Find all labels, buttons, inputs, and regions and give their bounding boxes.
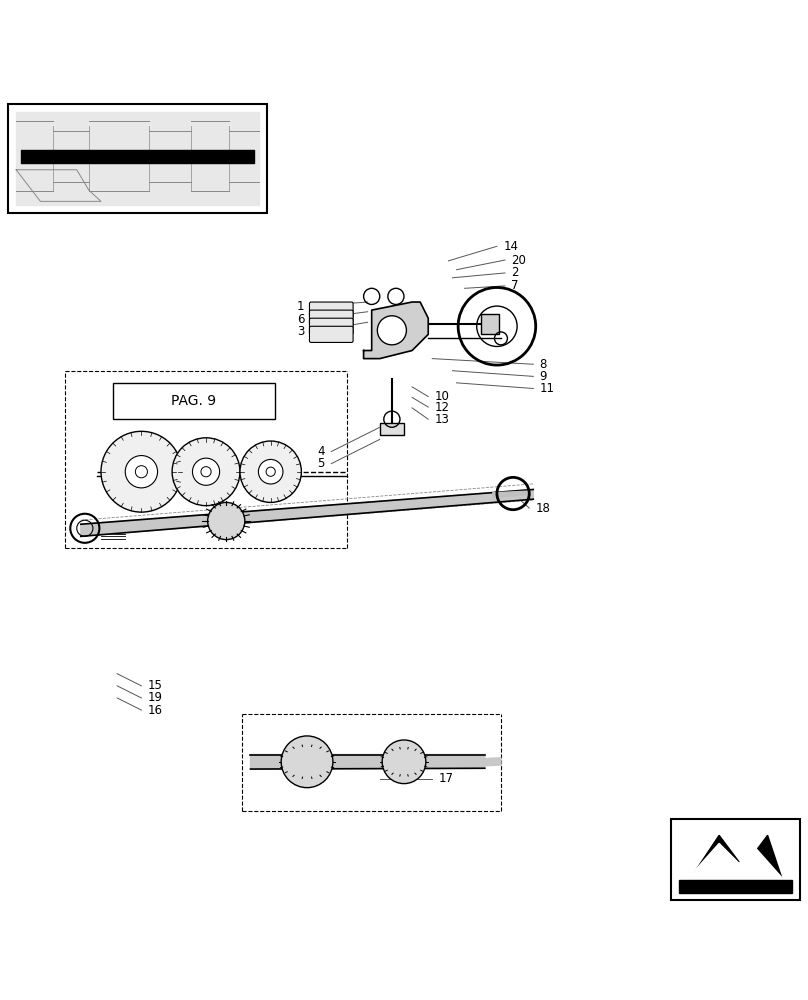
Circle shape bbox=[240, 441, 301, 502]
Circle shape bbox=[125, 456, 158, 488]
Circle shape bbox=[281, 736, 333, 788]
Bar bbox=[113, 383, 275, 419]
Text: 18: 18 bbox=[536, 502, 550, 515]
Text: 8: 8 bbox=[540, 358, 547, 371]
Polygon shape bbox=[250, 755, 485, 769]
Text: 16: 16 bbox=[148, 704, 163, 717]
Circle shape bbox=[192, 458, 220, 485]
Circle shape bbox=[172, 438, 240, 506]
Text: 3: 3 bbox=[297, 325, 305, 338]
Text: 10: 10 bbox=[435, 390, 449, 403]
Circle shape bbox=[101, 431, 182, 512]
Text: 20: 20 bbox=[511, 254, 526, 267]
FancyBboxPatch shape bbox=[309, 318, 353, 334]
Text: 7: 7 bbox=[511, 279, 519, 292]
Circle shape bbox=[208, 502, 245, 540]
FancyBboxPatch shape bbox=[309, 326, 353, 342]
Text: 12: 12 bbox=[435, 401, 450, 414]
Text: 17: 17 bbox=[439, 772, 454, 785]
Polygon shape bbox=[687, 843, 784, 880]
Text: 13: 13 bbox=[435, 413, 449, 426]
Text: 11: 11 bbox=[540, 382, 555, 395]
Polygon shape bbox=[16, 112, 259, 205]
Bar bbox=[671, 819, 800, 900]
Polygon shape bbox=[687, 835, 784, 884]
Bar bbox=[481, 314, 499, 334]
Text: 2: 2 bbox=[511, 266, 519, 279]
Circle shape bbox=[266, 467, 276, 476]
Polygon shape bbox=[493, 491, 529, 498]
Text: PAG. 9: PAG. 9 bbox=[171, 394, 217, 408]
FancyBboxPatch shape bbox=[309, 302, 353, 318]
FancyBboxPatch shape bbox=[309, 310, 353, 326]
Circle shape bbox=[259, 459, 283, 484]
Bar bbox=[675, 826, 796, 893]
Text: 5: 5 bbox=[318, 457, 325, 470]
Polygon shape bbox=[364, 302, 428, 359]
Polygon shape bbox=[679, 880, 792, 893]
Circle shape bbox=[201, 467, 211, 477]
Polygon shape bbox=[81, 489, 533, 536]
Bar bbox=[380, 423, 404, 435]
Text: 4: 4 bbox=[318, 445, 325, 458]
Circle shape bbox=[382, 740, 426, 784]
Text: 1: 1 bbox=[297, 300, 305, 313]
Text: 19: 19 bbox=[148, 691, 163, 704]
Text: 6: 6 bbox=[297, 313, 305, 326]
Circle shape bbox=[135, 466, 147, 478]
Circle shape bbox=[377, 316, 406, 345]
Text: 14: 14 bbox=[503, 240, 519, 253]
Polygon shape bbox=[485, 758, 501, 766]
Text: 9: 9 bbox=[540, 370, 547, 383]
Text: 15: 15 bbox=[148, 679, 162, 692]
Bar bbox=[8, 104, 267, 213]
